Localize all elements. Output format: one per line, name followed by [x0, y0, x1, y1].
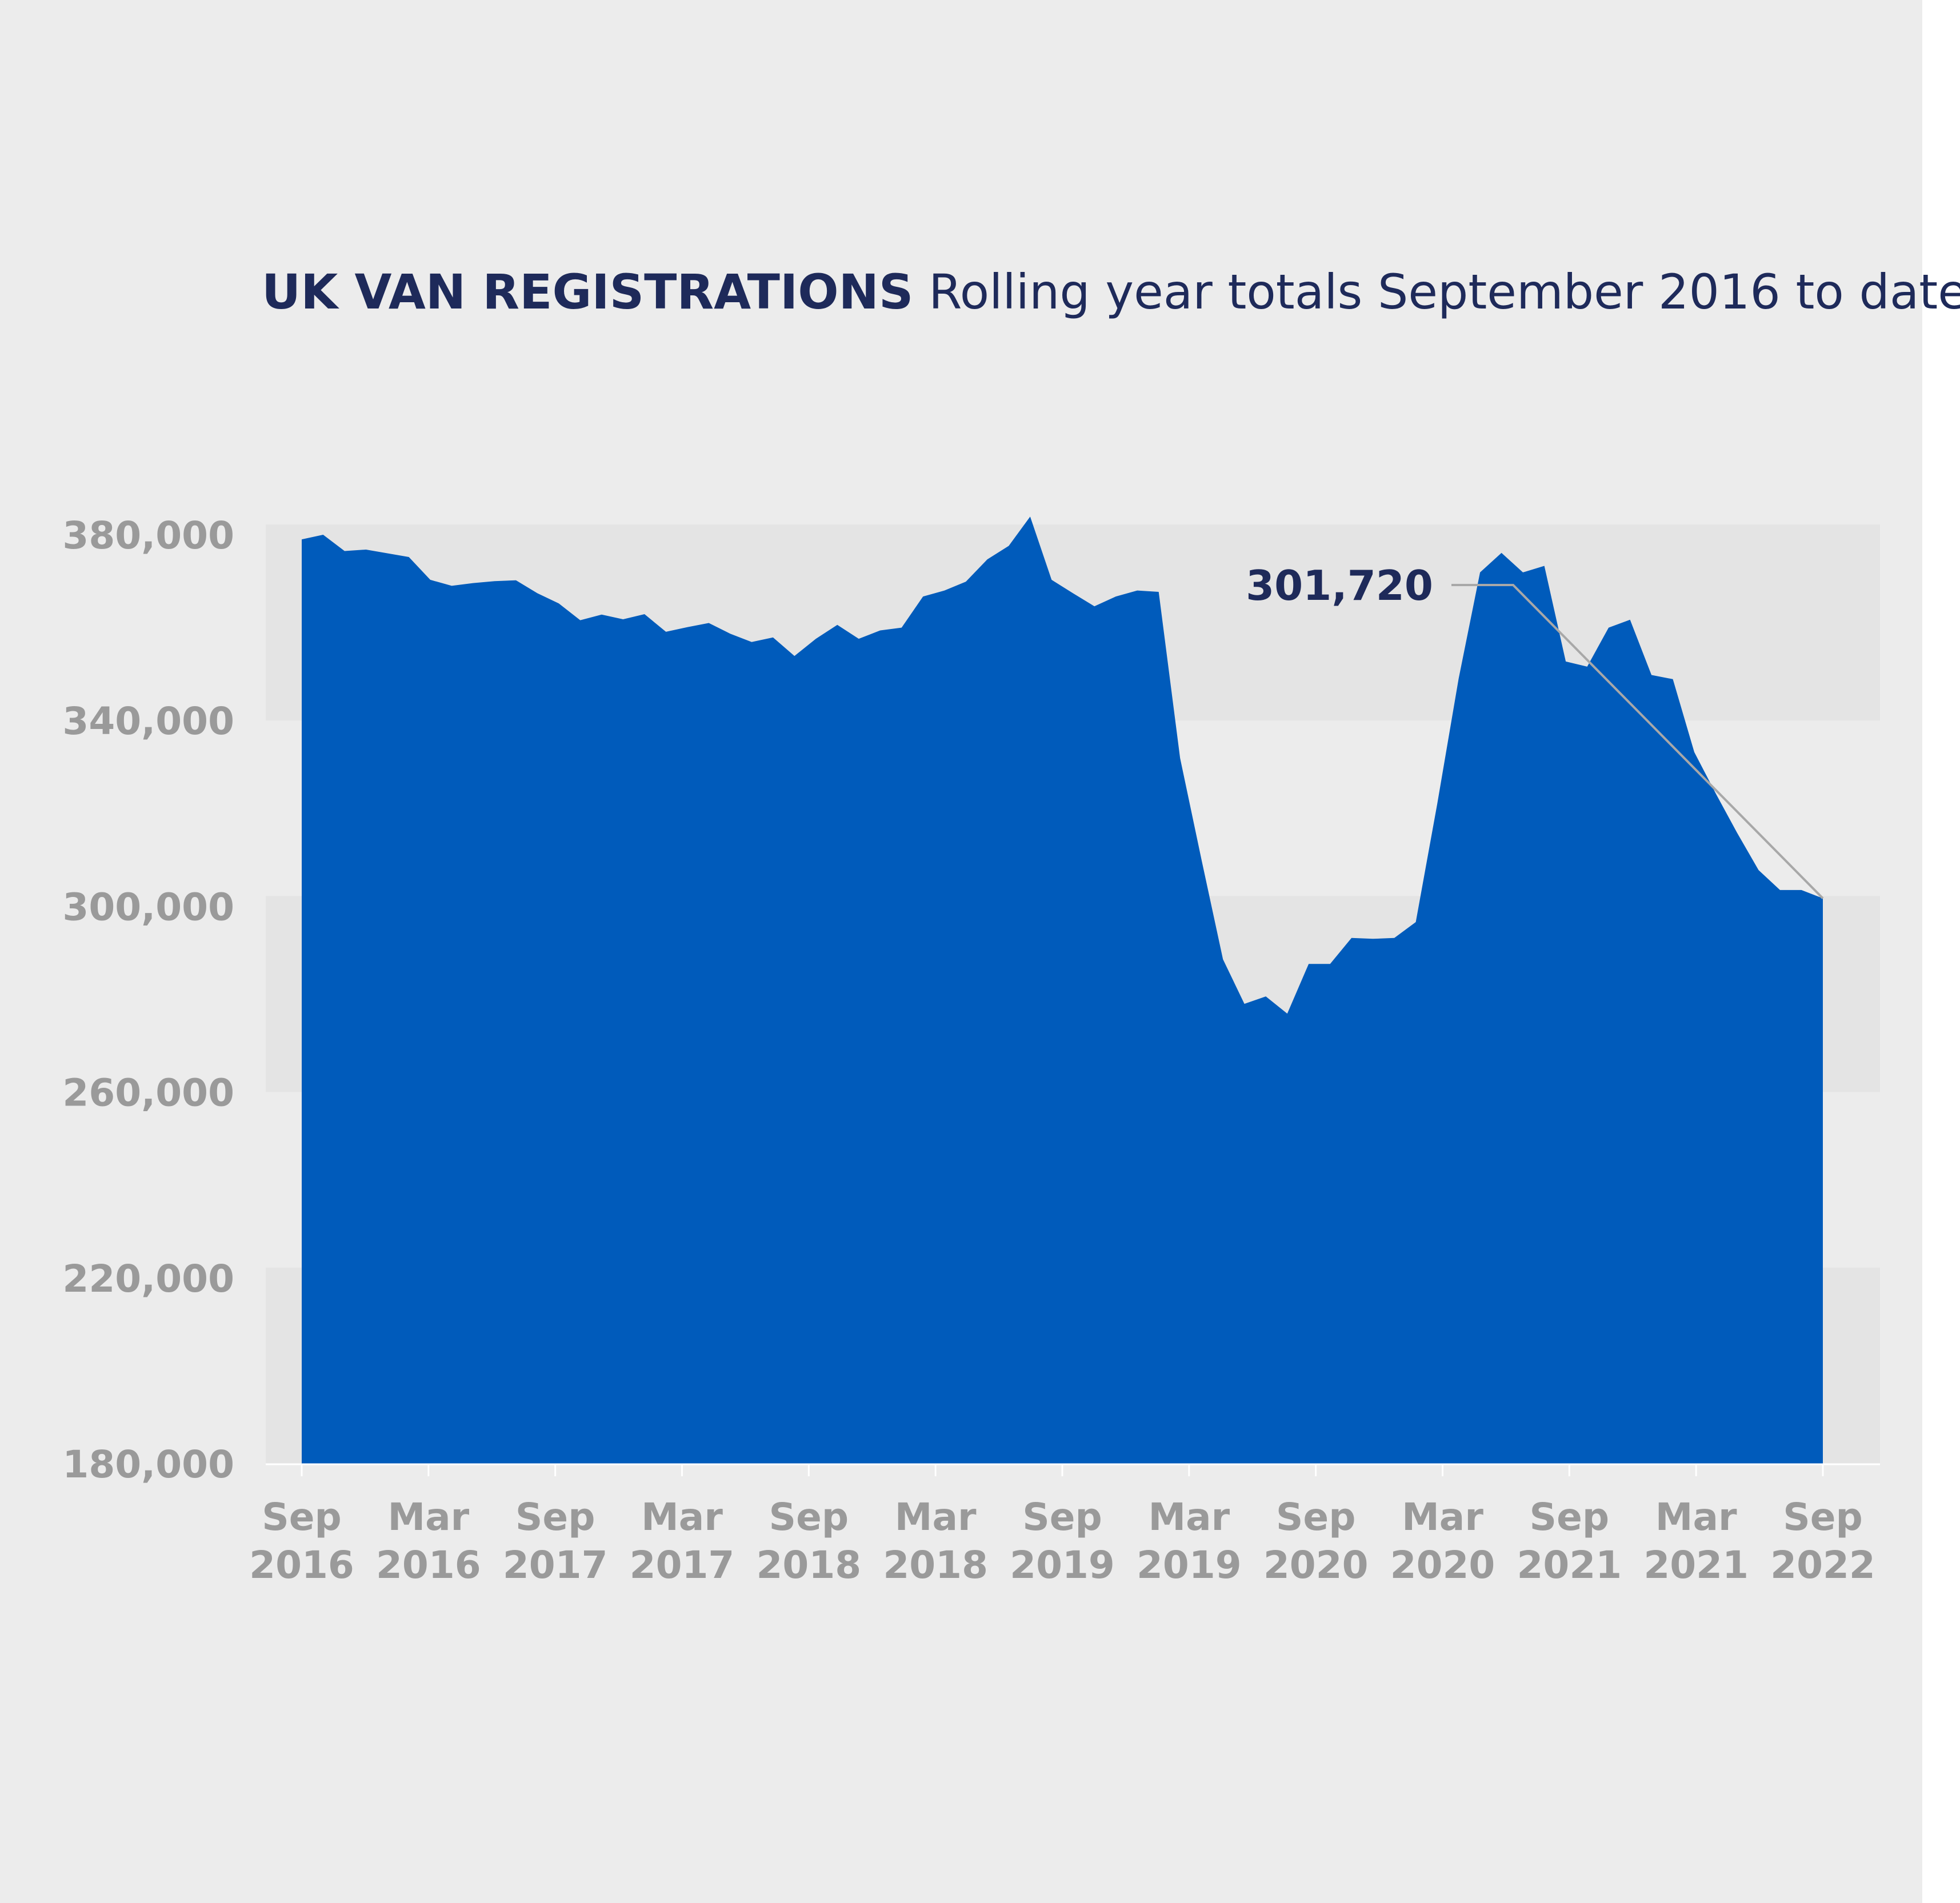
x-tick-label: Mar 2018	[883, 1495, 988, 1587]
x-tick-label: Sep 2018	[756, 1495, 861, 1587]
x-tick-label: Sep 2016	[249, 1495, 354, 1587]
y-tick-label: 260,000	[62, 1071, 234, 1115]
axes-layer: 180,000 220,000 260,000 300,000 340,000 380,0…	[62, 514, 1880, 1587]
x-tick-label: Mar 2020	[1390, 1495, 1495, 1587]
chart-subtitle: Rolling year totals September 2016 to da…	[929, 264, 1960, 320]
annotation-label: 301,720	[1246, 562, 1433, 610]
series-area	[302, 516, 1823, 1464]
area-layer	[302, 516, 1823, 1464]
x-tick-label: Mar 2016	[376, 1495, 481, 1587]
y-tick-label: 220,000	[62, 1257, 234, 1301]
y-tick-label: 380,000	[62, 514, 234, 558]
y-tick-label: 180,000	[62, 1443, 234, 1487]
x-tick-label: Mar 2021	[1643, 1495, 1749, 1587]
annotation-layer: 301,720	[1246, 562, 1824, 899]
x-tick-label: Sep 2021	[1517, 1495, 1622, 1587]
x-tick-label: Sep 2022	[1770, 1495, 1875, 1587]
x-tick-label: Sep 2017	[503, 1495, 608, 1587]
y-tick-label: 300,000	[62, 885, 234, 929]
x-tick-label: Sep 2019	[1010, 1495, 1115, 1587]
chart-title: UK VAN REGISTRATIONS Rolling year totals…	[262, 264, 1960, 320]
chart-title-main: UK VAN REGISTRATIONS	[262, 264, 914, 320]
x-tick-label: Sep 2020	[1263, 1495, 1369, 1587]
annotation-leader-line	[1451, 584, 1824, 899]
x-tick-label: Mar 2019	[1137, 1495, 1242, 1587]
y-tick-label: 340,000	[62, 699, 234, 743]
x-tick-label: Mar 2017	[630, 1495, 735, 1587]
